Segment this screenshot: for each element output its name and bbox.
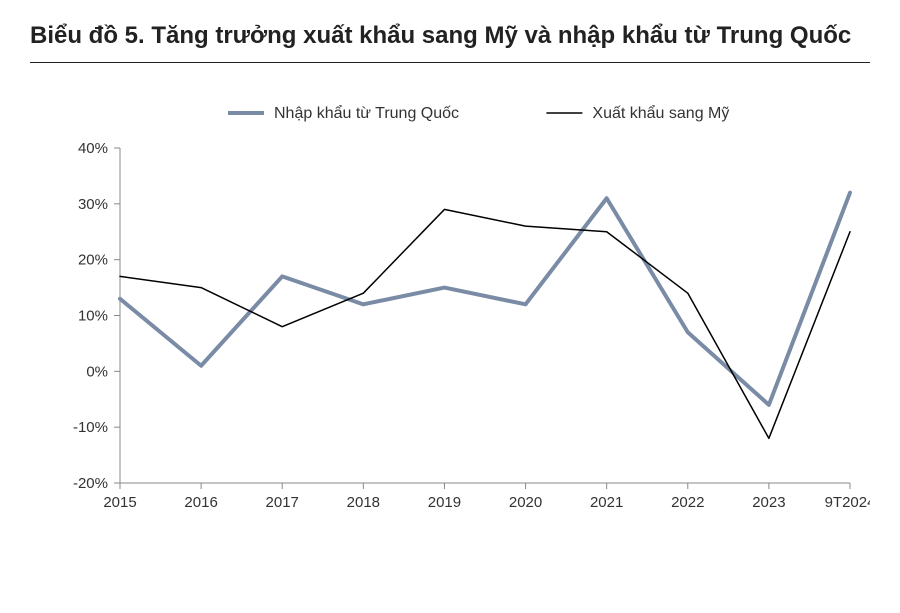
x-tick-label: 2019 (428, 494, 461, 511)
legend-label: Xuất khẩu sang Mỹ (592, 104, 729, 122)
y-tick-label: 20% (78, 252, 108, 269)
x-tick-label: 2022 (671, 494, 704, 511)
y-tick-label: -10% (73, 420, 108, 437)
legend: Nhập khẩu từ Trung Quốc Xuất khẩu sang Mỹ (228, 104, 729, 122)
chart-svg: -20% -10% 0% 10% 20% 30% 40% 2015 2016 2017 2018 20… (30, 93, 870, 533)
x-tick-label: 9T2024 (825, 494, 870, 511)
x-tick-label: 2016 (184, 494, 217, 511)
y-tick-label: 10% (78, 308, 108, 325)
x-tick-label: 2021 (590, 494, 623, 511)
title-rule (30, 62, 870, 63)
y-tick-label: 40% (78, 140, 108, 157)
x-tick-label: 2023 (752, 494, 785, 511)
chart-title: Biểu đồ 5. Tăng trưởng xuất khẩu sang Mỹ… (30, 20, 870, 52)
series-line-series1 (120, 193, 850, 405)
legend-label: Nhập khẩu từ Trung Quốc (274, 104, 459, 122)
x-tick-label: 2015 (103, 494, 136, 511)
x-tick-label: 2017 (266, 494, 299, 511)
series-line-series2 (120, 210, 850, 439)
x-tick-label: 2020 (509, 494, 542, 511)
y-tick-label: 30% (78, 196, 108, 213)
y-tick-label: -20% (73, 475, 108, 492)
x-tick-label: 2018 (347, 494, 380, 511)
chart-area: -20% -10% 0% 10% 20% 30% 40% 2015 2016 2017 2018 20… (30, 93, 870, 533)
y-tick-label: 0% (86, 364, 108, 381)
